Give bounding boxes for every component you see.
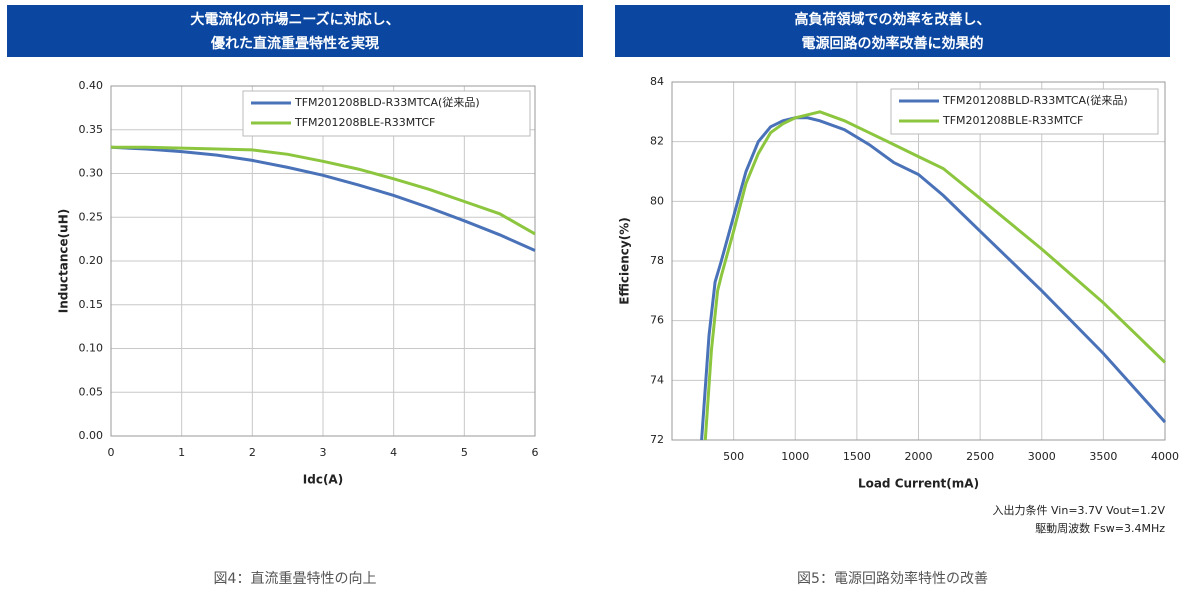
plot-frame xyxy=(110,85,536,437)
header-banner xyxy=(615,5,1170,57)
x-tick-label: 5 xyxy=(461,446,468,459)
plot-frame xyxy=(671,81,1166,441)
x-tick-label: 4 xyxy=(390,446,397,459)
x-axis-title: Idc(A) xyxy=(303,473,343,487)
x-tick-label: 500 xyxy=(723,450,744,463)
x-tick-label: 2000 xyxy=(905,450,933,463)
y-tick-label: 0.10 xyxy=(79,342,104,355)
legend-box xyxy=(242,90,531,137)
legend-label: TFM201208BLE-R33MTCF xyxy=(294,116,435,129)
legend-label: TFM201208BLD-R33MTCA(従来品) xyxy=(294,96,480,109)
x-tick-label: 1 xyxy=(178,446,185,459)
y-tick-label: 0.30 xyxy=(79,167,104,180)
legend-box xyxy=(890,88,1159,135)
y-tick-label: 0.20 xyxy=(79,254,104,267)
x-tick-label: 3 xyxy=(320,446,327,459)
x-tick-label: 3500 xyxy=(1089,450,1117,463)
y-tick-label: 0.05 xyxy=(79,385,104,398)
header-title: 高負荷領域での効率を改善し、 xyxy=(795,11,991,28)
y-tick-label: 80 xyxy=(650,194,664,207)
y-tick-label: 76 xyxy=(650,314,664,327)
data-line xyxy=(703,110,1167,441)
x-tick-label: 2500 xyxy=(966,450,994,463)
figure-caption: 図5：電源回路効率特性の改善 xyxy=(797,570,988,587)
x-tick-label: 0 xyxy=(108,446,115,459)
header-title: 大電流化の市場ニーズに対応し、 xyxy=(190,11,399,28)
y-tick-label: 78 xyxy=(650,254,664,267)
header-title: 電源回路の効率改善に効果的 xyxy=(802,35,984,52)
x-tick-label: 4000 xyxy=(1151,450,1179,463)
y-axis-title: Efficiency(%) xyxy=(618,217,632,304)
condition-note: 入出力条件 Vin=3.7V Vout=1.2V xyxy=(993,503,1166,517)
y-tick-label: 0.25 xyxy=(79,210,104,223)
y-tick-label: 0.40 xyxy=(79,79,104,92)
y-tick-label: 72 xyxy=(650,433,664,446)
y-axis-title: Inductance(uH) xyxy=(57,209,71,313)
header-title: 優れた直流重畳特性を実現 xyxy=(210,35,379,52)
y-tick-label: 0.35 xyxy=(79,123,104,136)
figure-caption: 図4：直流重畳特性の向上 xyxy=(214,570,377,587)
x-axis-title: Load Current(mA) xyxy=(858,477,979,491)
x-tick-label: 1000 xyxy=(781,450,809,463)
legend-label: TFM201208BLD-R33MTCA(従来品) xyxy=(942,94,1128,107)
x-tick-label: 6 xyxy=(532,446,539,459)
condition-note: 駆動周波数 Fsw=3.4MHz xyxy=(1035,521,1165,535)
data-line xyxy=(111,145,536,236)
x-tick-label: 1500 xyxy=(843,450,871,463)
data-line xyxy=(110,145,536,252)
y-tick-label: 0.15 xyxy=(79,298,104,311)
header-banner xyxy=(7,5,583,57)
y-tick-label: 74 xyxy=(650,373,664,386)
x-tick-label: 3000 xyxy=(1028,450,1056,463)
data-line xyxy=(700,116,1167,441)
y-tick-label: 84 xyxy=(650,75,664,88)
x-tick-label: 2 xyxy=(249,446,256,459)
legend-label: TFM201208BLE-R33MTCF xyxy=(942,114,1083,127)
y-tick-label: 82 xyxy=(650,135,664,148)
y-tick-label: 0.00 xyxy=(79,429,104,442)
